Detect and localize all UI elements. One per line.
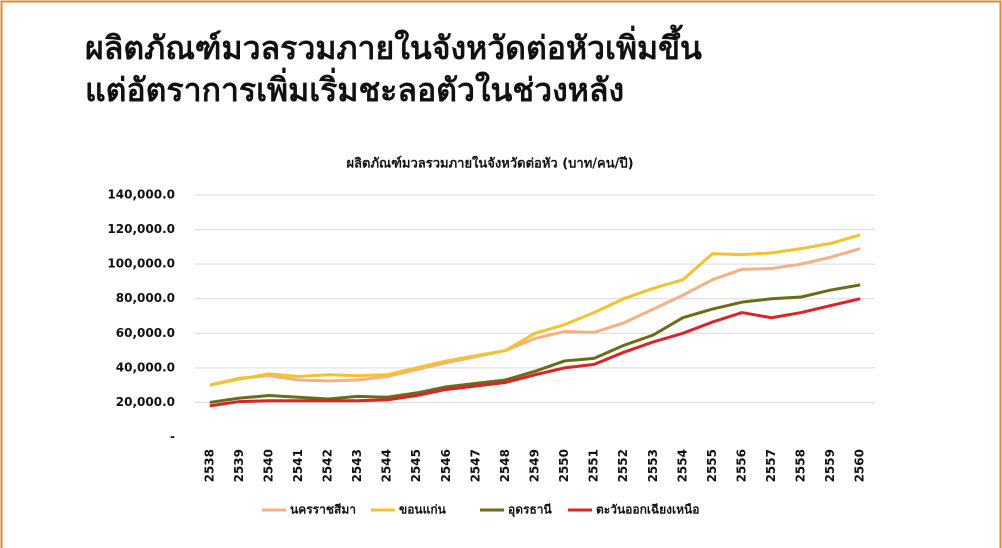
x-tick-label: 2554 bbox=[675, 449, 689, 482]
x-tick-label: 2541 bbox=[291, 449, 305, 482]
y-tick-label: - bbox=[170, 430, 175, 444]
x-tick-label: 2549 bbox=[528, 449, 542, 482]
x-tick-label: 2547 bbox=[468, 449, 482, 482]
x-tick-label: 2546 bbox=[439, 449, 453, 482]
y-tick-label: 120,000.0 bbox=[107, 222, 175, 236]
legend-label: นครราชสีมา bbox=[290, 503, 356, 517]
x-tick-label: 2553 bbox=[646, 449, 660, 482]
slide-title: ผลิตภัณฑ์มวลรวมภายในจังหวัดต่อหัวเพิ่มขึ… bbox=[85, 24, 702, 67]
chart-title: ผลิตภัณฑ์มวลรวมภายในจังหวัดต่อหัว (บาท/ค… bbox=[346, 155, 633, 172]
x-tick-label: 2560 bbox=[853, 449, 867, 482]
x-tick-label: 2550 bbox=[557, 449, 571, 482]
x-tick-label: 2552 bbox=[616, 449, 630, 482]
y-tick-label: 80,000.0 bbox=[116, 291, 175, 305]
x-tick-label: 2557 bbox=[764, 449, 778, 482]
slide-title: แต่อัตราการเพิ่มเริ่มชะลอตัวในช่วงหลัง bbox=[85, 67, 624, 109]
y-tick-label: 100,000.0 bbox=[107, 257, 175, 271]
y-tick-label: 140,000.0 bbox=[107, 188, 175, 202]
series-line bbox=[209, 247, 861, 387]
y-tick-label: 60,000.0 bbox=[116, 326, 175, 340]
x-tick-label: 2539 bbox=[232, 449, 246, 482]
x-tick-label: 2542 bbox=[321, 449, 335, 482]
x-tick-label: 2555 bbox=[705, 449, 719, 482]
x-tick-label: 2548 bbox=[498, 449, 512, 482]
x-tick-label: 2543 bbox=[350, 449, 364, 482]
legend-label: ขอนแก่น bbox=[399, 503, 447, 517]
x-tick-label: 2559 bbox=[823, 449, 837, 482]
series-line bbox=[209, 283, 861, 404]
legend-label: อุดรธานี bbox=[508, 503, 553, 518]
series-line bbox=[209, 297, 861, 408]
x-tick-label: 2556 bbox=[734, 449, 748, 482]
x-tick-label: 2540 bbox=[261, 449, 275, 482]
x-tick-label: 2558 bbox=[794, 449, 808, 482]
y-tick-label: 20,000.0 bbox=[116, 395, 175, 409]
x-tick-label: 2538 bbox=[202, 449, 216, 482]
x-tick-label: 2544 bbox=[380, 449, 394, 482]
x-tick-label: 2545 bbox=[409, 449, 423, 482]
legend-label: ตะวันออกเฉียงเหนือ bbox=[596, 503, 699, 517]
series-line bbox=[209, 233, 861, 387]
x-tick-label: 2551 bbox=[587, 449, 601, 482]
y-tick-label: 40,000.0 bbox=[116, 360, 175, 374]
